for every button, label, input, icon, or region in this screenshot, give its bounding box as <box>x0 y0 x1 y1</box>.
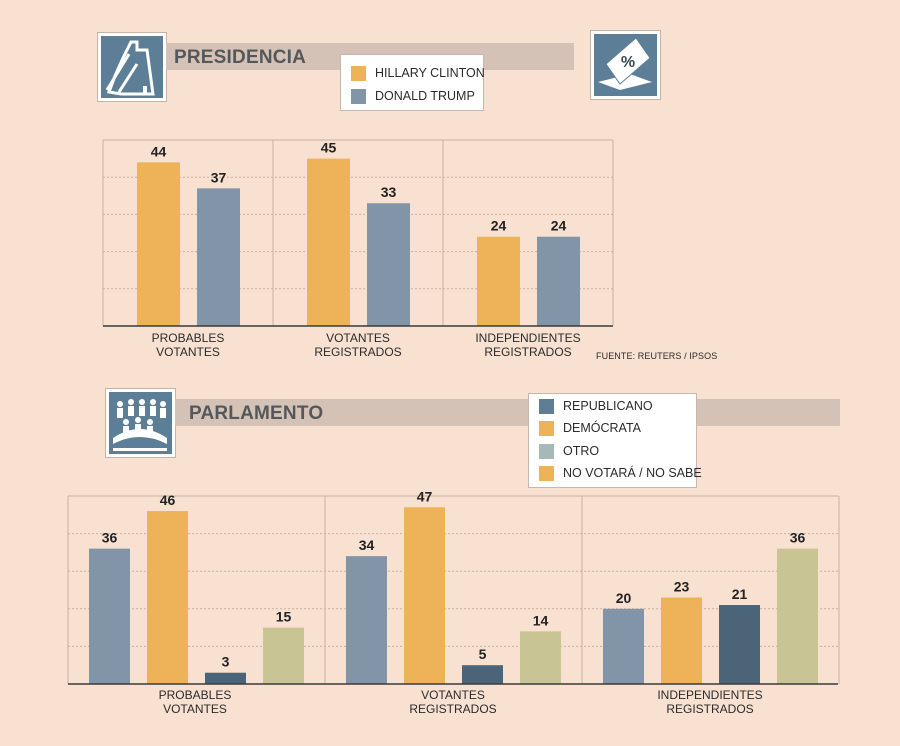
legend-label-no-votara: NO VOTARÁ / NO SABE <box>563 466 702 480</box>
parlamento-title: PARLAMENTO <box>189 403 324 424</box>
legend-swatch-democrata <box>539 420 554 436</box>
legend-item-otro: OTRO <box>539 442 599 460</box>
legend-swatch-republicano <box>539 398 554 414</box>
legend-label-trump: DONALD TRUMP <box>375 89 475 103</box>
legend-item-clinton: HILLARY CLINTON <box>351 64 485 82</box>
parlamento-title-band <box>175 399 840 426</box>
legend-item-trump: DONALD TRUMP <box>351 87 475 105</box>
bar-value-label: 33 <box>381 184 397 200</box>
parlamento-legend: REPUBLICANO DEMÓCRATA OTRO NO VOTARÁ / N… <box>528 393 702 488</box>
bar-value-label: 44 <box>151 143 167 159</box>
bar-donald-trump <box>197 188 240 326</box>
legend-swatch-no-votara <box>539 465 554 481</box>
legend-label-republicano: REPUBLICANO <box>563 399 653 413</box>
bar-value-label: 24 <box>551 218 567 234</box>
parlamento-category-label: VOTANTES REGISTRADOS <box>409 688 497 716</box>
presidencia-category-label: PROBABLES VOTANTES <box>151 331 225 359</box>
presidencia-legend: HILLARY CLINTON DONALD TRUMP <box>340 54 485 111</box>
legend-label-otro: OTRO <box>563 444 600 458</box>
bar-hillary-clinton <box>307 158 350 326</box>
svg-text:%: % <box>621 54 635 71</box>
legend-swatch-trump <box>351 88 366 104</box>
presidencia-category-label: INDEPENDIENTES REGISTRADOS <box>475 331 581 359</box>
source-note: FUENTE: REUTERS / IPSOS <box>596 351 718 361</box>
parlamento-category-label: INDEPENDIENTES REGISTRADOS <box>657 688 763 716</box>
legend-swatch-otro <box>539 443 554 459</box>
legend-item-democrata: DEMÓCRATA <box>539 419 641 437</box>
bar-value-label: 45 <box>321 140 337 156</box>
legend-swatch-clinton <box>351 65 366 81</box>
bar-hillary-clinton <box>477 236 520 326</box>
parlamento-category-label: PROBABLES VOTANTES <box>158 688 232 716</box>
presidencia-title: PRESIDENCIA <box>174 47 307 68</box>
bar-donald-trump <box>367 203 410 326</box>
bar-value-label: 24 <box>491 218 507 234</box>
bar-donald-trump <box>537 236 580 326</box>
legend-label-clinton: HILLARY CLINTON <box>375 66 485 80</box>
ballot-percent-icon: % <box>591 31 660 99</box>
legend-item-no-votara: NO VOTARÁ / NO SABE <box>539 464 702 482</box>
presidencia-category-label: VOTANTES REGISTRADOS <box>314 331 402 359</box>
bar-hillary-clinton <box>137 162 180 326</box>
legend-item-republicano: REPUBLICANO <box>539 397 653 415</box>
bar-value-label: 37 <box>211 169 227 185</box>
legend-label-democrata: DEMÓCRATA <box>563 421 642 435</box>
parliament-people-icon <box>106 389 175 457</box>
candidate-podium-icon <box>98 33 166 101</box>
